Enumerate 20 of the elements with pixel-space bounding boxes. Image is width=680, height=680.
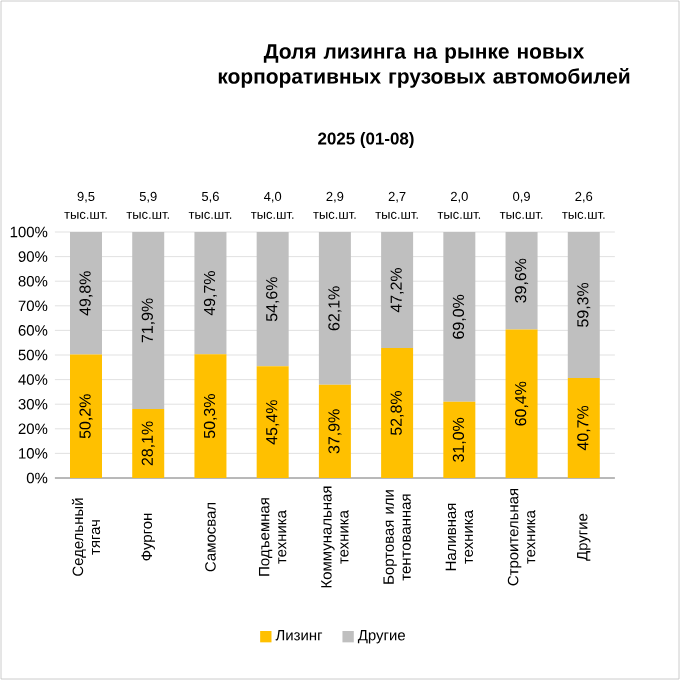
bar <box>505 329 538 478</box>
bar <box>443 401 476 478</box>
bar <box>256 366 289 478</box>
bar <box>318 384 351 478</box>
bar <box>132 408 165 478</box>
bar <box>70 232 102 355</box>
chart-subtitle: 2025 (01-08) <box>318 132 414 148</box>
bar <box>132 232 165 409</box>
bar <box>256 232 289 367</box>
bar <box>567 232 600 378</box>
bar <box>70 354 102 478</box>
chart-title: Доля лизинга на рынке новых корпоративных грузовых автомобилей <box>218 44 630 88</box>
bar <box>194 354 227 478</box>
bar <box>443 232 476 402</box>
bar <box>505 232 538 330</box>
bar <box>194 232 227 355</box>
bar <box>567 377 600 478</box>
bar <box>318 232 351 385</box>
bar <box>381 232 414 349</box>
bar <box>381 348 414 478</box>
